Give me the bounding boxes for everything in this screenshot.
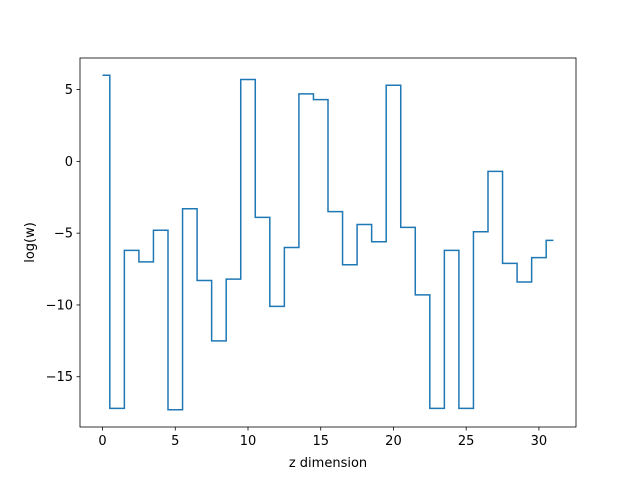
x-tick-label: 25 <box>458 434 475 449</box>
x-tick-label: 30 <box>531 434 548 449</box>
axes: 0 5 10 15 20 25 30 5 0 −5 −10 −15 <box>46 57 577 449</box>
y-axis-label: log(w) <box>23 222 38 263</box>
series-line-0 <box>102 74 554 411</box>
x-tick-label: 5 <box>171 434 179 449</box>
x-axis-label: z dimension <box>289 456 367 471</box>
x-tick-label: 15 <box>312 434 329 449</box>
x-tick-label: 10 <box>240 434 257 449</box>
y-tick-label: −10 <box>46 298 73 313</box>
y-tick-label: 5 <box>65 83 73 98</box>
axes-frame <box>79 57 577 428</box>
y-tick-label: −5 <box>54 227 73 242</box>
y-tick-label: 0 <box>65 155 73 170</box>
plot-area <box>102 74 554 411</box>
y-tick-label: −15 <box>46 370 73 385</box>
x-tick-label: 0 <box>98 434 106 449</box>
x-tick-label: 20 <box>385 434 402 449</box>
